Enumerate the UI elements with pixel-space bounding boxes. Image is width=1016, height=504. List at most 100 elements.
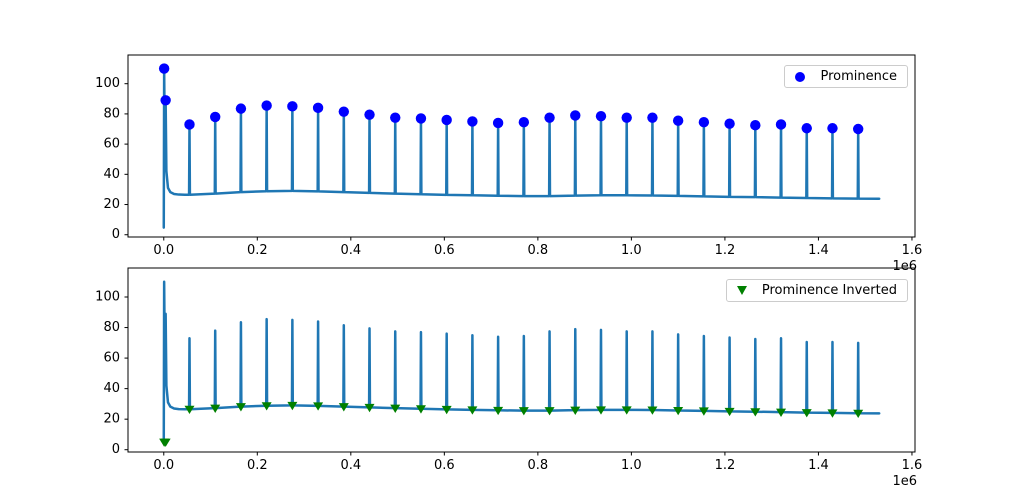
- y-tick-label: 60: [103, 137, 120, 152]
- prominence-peak-marker: [518, 117, 530, 128]
- prominence-inverted-marker: [776, 408, 787, 417]
- top-axes-frame: [127, 54, 916, 238]
- prominence-inverted-marker: [235, 403, 246, 412]
- x-tick-label: 0.6: [434, 243, 455, 258]
- prominence-inverted-marker: [313, 402, 324, 411]
- x-tick-label: 1.2: [715, 243, 736, 258]
- prominence-inverted-marker: [287, 401, 298, 411]
- prominence-peak-marker: [184, 119, 195, 130]
- x-tick-label: 1.0: [621, 458, 642, 473]
- prominence-peak-marker: [364, 109, 375, 120]
- x-tick-label: 1.6: [902, 458, 923, 473]
- prominence-inverted-marker: [595, 406, 606, 415]
- x-tick-label: 0.0: [153, 458, 174, 473]
- prominence-peak-marker: [287, 101, 298, 112]
- prominence-peak-marker: [467, 116, 478, 127]
- y-tick-label: 0: [112, 442, 120, 457]
- prominence-peak-marker: [595, 110, 607, 122]
- prominence-peak-marker: [852, 123, 864, 135]
- prominence-inverted-marker: [493, 406, 504, 416]
- prominence-inverted-marker: [338, 403, 349, 412]
- y-tick-label: 40: [103, 381, 120, 396]
- prominence-peak-marker: [827, 123, 838, 134]
- prominence-inverted-marker: [544, 407, 555, 416]
- prominence-inverted-marker: [518, 407, 529, 416]
- prominence-peak-marker: [647, 112, 658, 123]
- x-tick-label: 0.8: [528, 243, 549, 258]
- prominence-inverted-marker: [647, 406, 658, 415]
- prominence-peak-marker: [158, 63, 170, 74]
- x-tick-label: 1.4: [808, 243, 829, 258]
- x-tick-label: 0.6: [434, 458, 455, 473]
- bottom-axes-frame: [127, 267, 916, 453]
- prominence-peak-marker: [338, 106, 350, 117]
- x-tick-label: 1.2: [715, 458, 736, 473]
- legend-prominence-label: Prominence: [820, 69, 897, 84]
- x-tick-label: 0.8: [528, 458, 549, 473]
- prominence-inverted-marker: [364, 403, 375, 413]
- y-tick-label: 20: [103, 412, 120, 427]
- x-tick-label: 0.0: [153, 243, 174, 258]
- x-tick-label: 0.4: [340, 458, 361, 473]
- x-axis-offset-label: 1e6: [892, 474, 917, 489]
- prominence-inverted-marker: [827, 409, 838, 418]
- prominence-peak-marker: [390, 112, 401, 123]
- y-tick-label: 100: [95, 76, 120, 91]
- prominence-peak-marker: [570, 110, 581, 121]
- prominence-inverted-marker: [184, 405, 195, 415]
- prominence-peak-marker: [261, 100, 272, 111]
- prominence-inverted-marker: [698, 407, 709, 416]
- prominence-inverted-marker: [801, 409, 812, 418]
- prominence-peak-marker: [492, 117, 504, 129]
- prominence-peak-marker: [672, 115, 684, 126]
- prominence-inverted-marker: [210, 404, 221, 413]
- prominence-peak-marker: [775, 119, 787, 130]
- prominence-inverted-marker: [621, 406, 632, 415]
- x-tick-label: 0.4: [340, 243, 361, 258]
- triangle-down-marker-icon: [736, 286, 747, 295]
- prominence-peak-marker: [312, 102, 324, 114]
- prominence-inverted-marker: [570, 406, 581, 415]
- signal-line: [162, 280, 881, 444]
- prominence-inverted-marker: [261, 402, 272, 411]
- prominence-inverted-marker: [390, 404, 401, 413]
- prominence-peak-marker: [801, 123, 812, 134]
- circle-marker-icon: [795, 71, 806, 82]
- y-tick-label: 100: [95, 290, 120, 305]
- prominence-inverted-marker: [160, 438, 171, 447]
- x-tick-label: 1.6: [902, 243, 923, 258]
- prominence-peak-marker: [724, 118, 735, 129]
- legend-prominence-inverted: Prominence Inverted: [725, 279, 908, 302]
- prominence-peak-marker: [750, 120, 761, 131]
- y-tick-label: 40: [103, 167, 120, 182]
- x-tick-label: 0.2: [247, 458, 268, 473]
- prominence-inverted-marker: [467, 406, 478, 415]
- prominence-peak-marker: [415, 113, 427, 124]
- prominence-peak-marker: [441, 114, 452, 126]
- signal-line: [162, 67, 881, 229]
- prominence-peak-marker: [698, 117, 710, 128]
- y-tick-label: 0: [112, 227, 120, 242]
- prominence-inverted-marker: [415, 405, 426, 414]
- x-tick-label: 1.0: [621, 243, 642, 258]
- prominence-inverted-marker: [673, 406, 684, 416]
- prominence-inverted-marker: [441, 405, 452, 415]
- x-tick-label: 0.2: [247, 243, 268, 258]
- x-tick-label: 1.4: [808, 458, 829, 473]
- y-tick-label: 20: [103, 197, 120, 212]
- prominence-peak-marker: [210, 111, 221, 123]
- prominence-inverted-marker: [724, 407, 735, 417]
- legend-prominence: Prominence: [784, 65, 908, 88]
- prominence-peak-marker: [621, 112, 632, 123]
- y-tick-label: 80: [103, 106, 120, 121]
- prominence-inverted-marker: [750, 408, 761, 417]
- legend-prominence-inverted-label: Prominence Inverted: [761, 283, 897, 298]
- prominence-peak-marker: [235, 103, 247, 114]
- prominence-peak-marker: [544, 112, 555, 123]
- y-tick-label: 80: [103, 320, 120, 335]
- x-axis-offset-label: 1e6: [892, 259, 917, 274]
- y-tick-label: 60: [103, 351, 120, 366]
- prominence-peak-marker: [160, 95, 171, 106]
